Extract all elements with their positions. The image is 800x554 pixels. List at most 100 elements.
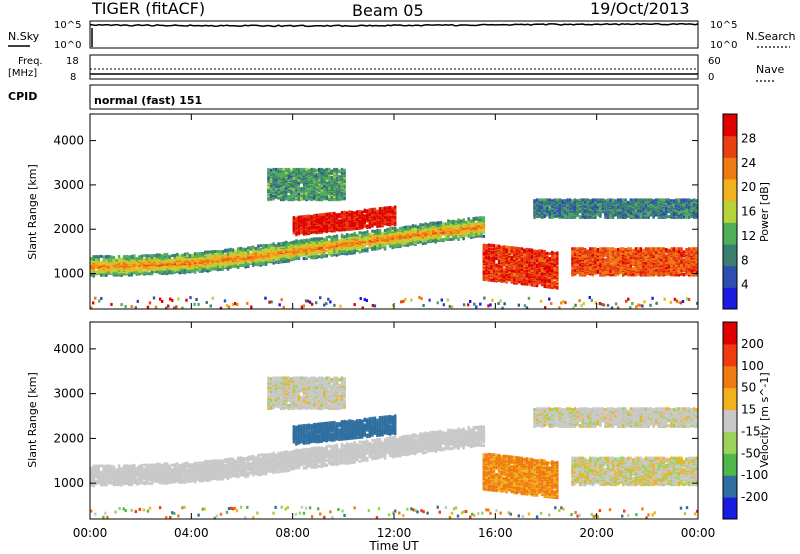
power-cell (366, 224, 369, 228)
power-cell (186, 259, 189, 263)
power-cell (252, 247, 255, 251)
power-cell (348, 249, 351, 253)
power-cell (211, 256, 214, 260)
power-cell (102, 255, 106, 259)
power-cell (363, 233, 366, 237)
power-cell (191, 258, 194, 262)
power-cell (325, 167, 328, 171)
power-cell (267, 251, 270, 255)
power-cell (348, 242, 351, 246)
power-cell (239, 260, 242, 264)
power-cell (287, 241, 290, 245)
power-cell (368, 208, 372, 212)
power-cell (280, 167, 283, 171)
power-cell (302, 167, 306, 171)
power-cell (356, 235, 359, 239)
power-cell (163, 265, 166, 269)
power-cell (475, 216, 478, 220)
power-cell (221, 251, 225, 255)
power-cell (244, 247, 247, 251)
power-cell (92, 255, 95, 259)
power-cell (100, 266, 103, 270)
power-cell (411, 227, 415, 231)
power-cell (508, 245, 511, 249)
power-cell (90, 258, 93, 262)
power-cell (328, 195, 331, 199)
power-cell (338, 212, 341, 216)
power-cell (176, 256, 179, 260)
power-cell (371, 207, 374, 211)
power-cell (140, 261, 144, 265)
power-heatmap (90, 167, 699, 310)
power-cell (100, 254, 103, 258)
power-cell (394, 232, 397, 236)
power-cell (381, 206, 384, 210)
power-cell (340, 211, 344, 215)
power-cell (482, 234, 486, 238)
power-cell (328, 167, 331, 171)
power-cell (90, 257, 93, 261)
power-cell (381, 240, 384, 244)
power-cell (236, 257, 240, 261)
power-cell (285, 240, 288, 244)
power-cell (300, 239, 303, 243)
power-cell (105, 255, 108, 259)
power-cell (376, 246, 379, 250)
power-cell (287, 258, 290, 262)
power-cell (262, 249, 265, 253)
power-cell (305, 167, 308, 171)
power-cell (419, 235, 422, 239)
power-cell (226, 264, 230, 268)
power-cell (254, 258, 258, 262)
power-cell (264, 258, 268, 262)
power-cell (292, 257, 296, 261)
power-cell (277, 242, 280, 246)
power-cell (239, 246, 242, 250)
power-cell (176, 252, 179, 256)
power-cell (272, 251, 275, 255)
power-cell (295, 243, 298, 247)
power-cell (211, 264, 214, 268)
power-cell (348, 247, 351, 251)
power-cell (274, 260, 278, 264)
power-cell (409, 227, 412, 231)
power-cell (350, 249, 354, 253)
power-cell (214, 249, 217, 253)
power-cell (330, 235, 334, 239)
power-cell (366, 209, 369, 213)
power-cell (383, 241, 387, 245)
power-cell (378, 236, 382, 240)
power-cell (343, 241, 346, 245)
power-cell (320, 213, 323, 217)
power-cell (399, 243, 402, 247)
power-cell (277, 167, 280, 171)
power-cell (386, 231, 389, 235)
power-cell (520, 247, 524, 251)
power-cell (312, 243, 316, 247)
power-cell (401, 237, 404, 241)
power-cell (105, 271, 108, 275)
power-cell (366, 247, 369, 251)
power-cell (320, 250, 323, 254)
power-cell (290, 243, 293, 247)
power-cell (345, 252, 349, 256)
power-cell (244, 254, 247, 258)
power-cell (183, 252, 187, 256)
power-cell (500, 245, 503, 249)
power-cell (335, 213, 339, 217)
power-cell (285, 167, 288, 171)
power-cell (148, 254, 151, 258)
power-cell (247, 246, 250, 250)
power-cell (259, 250, 263, 254)
power-cell (411, 228, 415, 232)
nsky-right-tick-bottom: 10^0 (710, 40, 737, 51)
power-cell (102, 264, 106, 268)
power-cell (145, 257, 149, 261)
power-cell (300, 252, 303, 256)
power-cell (282, 256, 285, 260)
power-cell (148, 272, 151, 276)
power-cell (373, 233, 377, 237)
power-cell (513, 273, 516, 277)
power-cell (138, 258, 141, 262)
power-cell (325, 240, 328, 244)
